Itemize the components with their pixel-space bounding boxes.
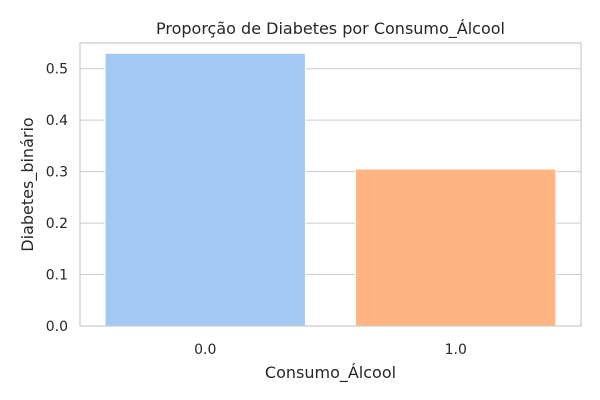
y-axis-label: Diabetes_binário xyxy=(18,117,38,251)
x-tick-label: 0.0 xyxy=(194,342,216,358)
x-tick-label: 1.0 xyxy=(445,342,467,358)
bars xyxy=(104,52,557,327)
y-tick-label: 0.2 xyxy=(46,216,68,232)
y-tick-label: 0.1 xyxy=(46,268,68,284)
chart-title: Proporção de Diabetes por Consumo_Álcool xyxy=(156,19,505,39)
bar-1-0 xyxy=(355,168,557,327)
x-tick-labels: 0.0 1.0 xyxy=(194,342,467,358)
y-tick-label: 0.0 xyxy=(46,319,68,335)
y-tick-labels: 0.0 0.1 0.2 0.3 0.4 0.5 xyxy=(46,62,68,335)
bar-0-0 xyxy=(104,52,306,327)
plot-frame xyxy=(79,42,582,327)
y-tick-label: 0.5 xyxy=(46,62,68,78)
x-axis-label: Consumo_Álcool xyxy=(265,363,396,383)
y-tick-label: 0.3 xyxy=(46,165,68,181)
y-tick-label: 0.4 xyxy=(46,113,68,129)
